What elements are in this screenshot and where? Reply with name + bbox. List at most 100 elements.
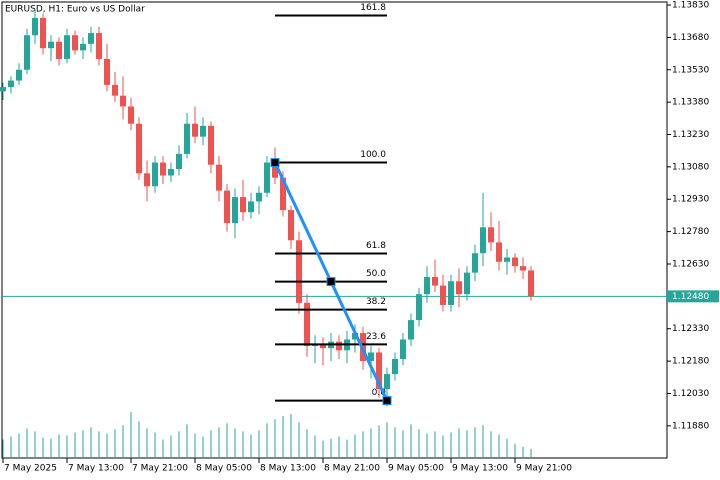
fib-level-label: 161.8: [360, 3, 386, 13]
candle-body: [464, 272, 470, 295]
y-tick-label: 1.13530: [672, 65, 709, 75]
candle-body: [72, 35, 78, 51]
candle-body: [216, 164, 222, 191]
candle-body: [432, 276, 438, 286]
candle-body: [200, 125, 206, 137]
candle-body: [16, 69, 22, 81]
fib-anchor: [382, 396, 392, 406]
x-tick-label: 7 May 21:00: [132, 464, 188, 474]
candle-body: [520, 266, 526, 271]
y-tick-label: 1.12030: [672, 389, 709, 399]
candle-body: [24, 35, 30, 70]
fib-midpoint: [326, 277, 336, 287]
candle-body: [368, 352, 374, 362]
candle-body: [304, 302, 310, 346]
candle-body: [144, 173, 150, 187]
x-tick-label: 7 May 13:00: [68, 464, 124, 474]
candle-body: [168, 169, 174, 176]
candle-body: [456, 281, 462, 295]
y-tick-label: 1.13080: [672, 162, 709, 172]
candle-body: [48, 41, 54, 49]
candle-body: [192, 123, 198, 137]
candle-body: [176, 153, 182, 170]
candle-body: [224, 190, 230, 223]
fib-level-label: 61.8: [366, 241, 386, 251]
candle-body: [264, 162, 270, 193]
fib-level-label: 50.0: [366, 269, 386, 279]
candle-body: [0, 87, 6, 92]
candle-body: [32, 17, 38, 36]
plot-frame: [1, 1, 668, 459]
current-price-label: 1.12480: [672, 292, 709, 302]
candle-body: [104, 58, 110, 85]
x-tick-label: 8 May 21:00: [324, 464, 380, 474]
candle-body: [152, 162, 158, 187]
candle-body: [288, 210, 294, 241]
y-tick-label: 1.11880: [672, 421, 709, 431]
chart-title: EURUSD, H1: Euro vs US Dollar: [5, 5, 145, 15]
y-tick-label: 1.13230: [672, 130, 709, 140]
fib-level-label: 100.0: [360, 150, 386, 160]
candle-body: [528, 270, 534, 297]
candle-body: [400, 339, 406, 359]
candle-body: [392, 358, 398, 375]
y-tick-label: 1.12780: [672, 227, 709, 237]
candle-body: [112, 84, 118, 96]
x-tick-label: 9 May 13:00: [452, 464, 508, 474]
candle-body: [280, 177, 286, 211]
candle-body: [320, 343, 326, 349]
candle-body: [64, 35, 70, 59]
x-tick-label: 8 May 05:00: [196, 464, 252, 474]
candle-body: [128, 106, 134, 124]
candle-body: [472, 253, 478, 273]
candle-body: [504, 257, 510, 262]
candle-body: [512, 257, 518, 267]
fib-anchor: [270, 158, 280, 168]
candle-body: [184, 123, 190, 154]
candle-body: [96, 33, 102, 59]
candle-body: [80, 43, 86, 51]
candle-body: [416, 294, 422, 321]
x-tick-label: 8 May 13:00: [260, 464, 316, 474]
y-tick-label: 1.13680: [672, 33, 709, 43]
candle-body: [8, 80, 14, 88]
candle-body: [232, 197, 238, 223]
candle-body: [88, 33, 94, 44]
candle-body: [496, 242, 502, 262]
candle-body: [488, 227, 494, 243]
x-tick-label: 9 May 05:00: [388, 464, 444, 474]
y-tick-label: 1.13830: [672, 1, 709, 11]
candle-body: [296, 240, 302, 303]
candle-body: [376, 352, 382, 390]
candle-body: [256, 192, 262, 202]
candle-body: [352, 333, 358, 340]
candle-body: [208, 125, 214, 165]
y-tick-label: 1.12330: [672, 324, 709, 334]
candle-body: [272, 162, 278, 178]
candle-body: [248, 201, 254, 213]
fib-level-label: 23.6: [366, 332, 386, 342]
current-price-box: [667, 290, 719, 303]
candle-body: [136, 123, 142, 174]
fib-level-label: 38.2: [366, 297, 386, 307]
candle-body: [56, 41, 62, 59]
candle-body: [480, 227, 486, 254]
y-tick-label: 1.12180: [672, 357, 709, 367]
candle-body: [424, 276, 430, 295]
y-tick-label: 1.12630: [672, 259, 709, 269]
candle-body: [160, 162, 166, 176]
candle-body: [408, 320, 414, 340]
candle-body: [120, 95, 126, 107]
candle-body: [336, 341, 342, 351]
x-tick-label: 9 May 21:00: [516, 464, 572, 474]
candle-body: [240, 197, 246, 213]
fib-level-label: 0.0: [372, 388, 387, 398]
candle-body: [440, 285, 446, 305]
y-tick-label: 1.12930: [672, 195, 709, 205]
y-tick-label: 1.13380: [672, 98, 709, 108]
candle-body: [40, 17, 46, 49]
candle-body: [448, 281, 454, 305]
candle-body: [384, 374, 390, 390]
x-tick-label: 7 May 2025: [4, 464, 57, 474]
